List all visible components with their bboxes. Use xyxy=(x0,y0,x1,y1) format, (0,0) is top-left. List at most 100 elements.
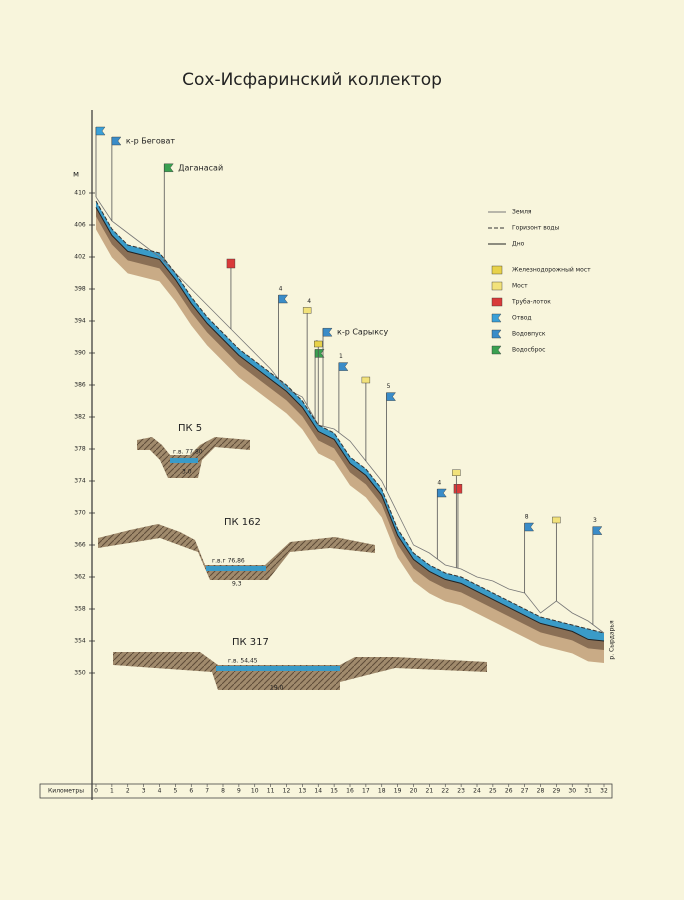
y-tick-label: 390 xyxy=(74,350,86,357)
structure-flag xyxy=(524,522,535,532)
structure-label: 3 xyxy=(593,517,597,524)
legend-flag xyxy=(491,313,502,323)
x-tick-label: 21 xyxy=(426,788,434,795)
legend-label: Мост xyxy=(512,283,528,290)
x-tick-label: 12 xyxy=(283,788,291,795)
x-axis-box xyxy=(39,783,613,799)
structure-flag xyxy=(386,392,396,401)
x-tick-label: 16 xyxy=(346,788,354,795)
x-tick-label: 2 xyxy=(126,788,130,795)
structure-flag xyxy=(592,526,603,535)
cross-section-title: ПК 317 xyxy=(232,637,269,648)
structure-label: 5 xyxy=(387,383,391,390)
structure-label: к-р Беговат xyxy=(126,137,175,146)
structure-sign xyxy=(226,258,236,269)
legend-label: Дно xyxy=(512,241,525,248)
x-axis-label: Километры xyxy=(48,788,84,795)
legend-label: Водосброс xyxy=(512,347,545,354)
x-tick-label: 10 xyxy=(251,788,259,795)
x-tick-label: 23 xyxy=(457,788,465,795)
series-line xyxy=(95,200,605,634)
x-tick-label: 26 xyxy=(505,788,513,795)
cross-section: ПК 5 г.в. 77,80 3,0 xyxy=(137,423,250,478)
legend-sign xyxy=(491,297,503,307)
cross-section-width: 19,0 xyxy=(270,685,284,692)
structure-sign xyxy=(552,516,561,524)
y-tick-label: 402 xyxy=(74,254,86,261)
structure-sign xyxy=(302,307,312,314)
y-tick-label: 382 xyxy=(74,414,86,421)
legend-label: Труба-лоток xyxy=(511,299,551,306)
legend-flag xyxy=(491,345,502,355)
structure-flag xyxy=(164,163,174,172)
x-tick-label: 19 xyxy=(394,788,402,795)
structure-label: 1 xyxy=(339,353,343,360)
cross-section-water xyxy=(170,458,198,463)
structure-label: 4 xyxy=(307,298,311,305)
y-tick-label: 362 xyxy=(74,574,86,581)
river-label: р. Сырдарья xyxy=(609,620,616,660)
cross-section-ground xyxy=(137,437,250,478)
x-tick-label: 7 xyxy=(205,788,209,795)
series-line xyxy=(95,196,605,634)
cross-section-title: ПК 162 xyxy=(224,517,261,528)
structure-flag xyxy=(338,362,349,371)
x-tick-label: 13 xyxy=(299,788,307,795)
y-tick-label: 398 xyxy=(74,286,86,293)
y-tick-label: 350 xyxy=(74,670,86,677)
x-tick-label: 20 xyxy=(410,788,418,795)
legend-sign xyxy=(491,265,503,275)
x-tick-label: 22 xyxy=(441,788,449,795)
cross-section-title: ПК 5 xyxy=(178,423,202,434)
x-tick-label: 9 xyxy=(237,788,241,795)
y-axis-label: м xyxy=(73,170,79,179)
legend-label: Водовпуск xyxy=(512,331,546,338)
y-tick-label: 394 xyxy=(74,318,86,325)
x-tick-label: 31 xyxy=(584,788,592,795)
cross-section: ПК 317 г.в. 54,45 19,0 xyxy=(113,637,487,692)
x-tick-label: 27 xyxy=(521,788,529,795)
cross-section-level: г.в. 54,45 xyxy=(228,658,258,665)
x-tick-label: 25 xyxy=(489,788,497,795)
structure-label: 4 xyxy=(279,286,283,293)
cross-section: ПК 162 г.в.г 76,86 9,3 xyxy=(98,517,375,588)
x-tick-label: 28 xyxy=(537,788,545,795)
x-tick-label: 14 xyxy=(314,788,322,795)
y-tick-label: 370 xyxy=(74,510,86,517)
structure-sign xyxy=(314,340,323,348)
structure-sign xyxy=(453,484,463,494)
legend-label: Земля xyxy=(512,209,532,216)
structure-label: к-р Сарыксу xyxy=(337,328,388,337)
structure-flag xyxy=(314,349,325,358)
x-tick-label: 15 xyxy=(330,788,338,795)
cross-section-ground xyxy=(98,524,375,580)
y-tick-label: 366 xyxy=(74,542,86,549)
x-tick-label: 24 xyxy=(473,788,481,795)
legend-sign xyxy=(491,281,503,291)
structure-flag xyxy=(95,126,106,136)
structure-flag xyxy=(322,328,333,337)
x-tick-label: 29 xyxy=(553,788,561,795)
x-tick-label: 8 xyxy=(221,788,225,795)
y-tick-label: 358 xyxy=(74,606,86,613)
y-tick-label: 386 xyxy=(74,382,86,389)
structure-label: Даганасай xyxy=(178,163,223,172)
cross-section-width: 3,0 xyxy=(182,469,192,476)
cross-section-width: 9,3 xyxy=(232,581,242,588)
structure-label: 4 xyxy=(437,480,441,487)
cross-section-level: г.в. 77,80 xyxy=(173,449,203,456)
legend-label: Горизонт воды xyxy=(512,225,560,232)
cross-section-water xyxy=(216,666,340,671)
x-tick-label: 5 xyxy=(173,788,177,795)
y-tick-label: 354 xyxy=(74,638,86,645)
series-line xyxy=(95,207,605,642)
y-tick-label: 406 xyxy=(74,222,86,229)
x-tick-label: 4 xyxy=(158,788,162,795)
x-tick-label: 1 xyxy=(110,788,114,795)
structure-flag xyxy=(111,136,122,146)
legend-label: Отвод xyxy=(512,315,532,322)
x-tick-label: 18 xyxy=(378,788,386,795)
x-tick-label: 6 xyxy=(189,788,193,795)
legend-label: Железнодорожный мост xyxy=(512,267,591,274)
y-tick-label: 374 xyxy=(74,478,86,485)
